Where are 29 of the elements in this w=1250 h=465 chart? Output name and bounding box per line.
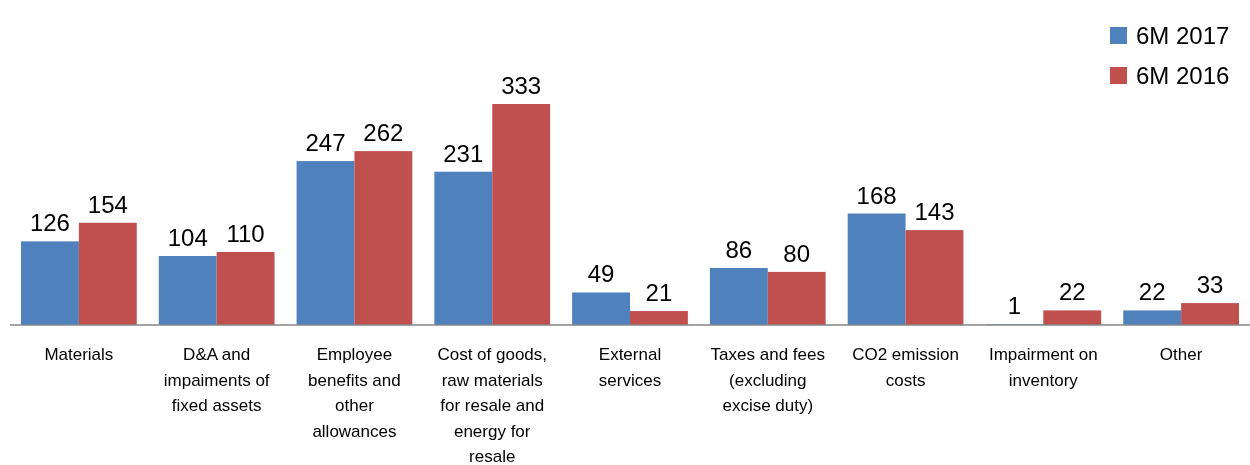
legend-label: 6M 2017 bbox=[1136, 22, 1230, 49]
data-label: 22 bbox=[1138, 278, 1166, 306]
x-tick-label: Taxes and fees (excluding excise duty) bbox=[710, 345, 825, 415]
data-label: 104 bbox=[167, 223, 208, 251]
data-label: 110 bbox=[226, 220, 265, 247]
data-label: 21 bbox=[645, 279, 673, 307]
x-tick-label: D&A and impaiments of fixed assets bbox=[163, 345, 270, 415]
x-tick-label: CO2 emission costs bbox=[852, 345, 959, 390]
data-label: 168 bbox=[856, 181, 897, 209]
x-tick-label: Other bbox=[1159, 345, 1203, 364]
x-tick-label: Employee benefits and other allowances bbox=[308, 345, 401, 441]
data-label: 49 bbox=[587, 260, 615, 288]
x-tick-label: Materials bbox=[44, 345, 114, 364]
legend-label: 6M 2016 bbox=[1136, 62, 1230, 89]
x-tick-label: Impairment on inventory bbox=[989, 345, 1098, 390]
data-label: 1 bbox=[1007, 292, 1022, 320]
data-label: 33 bbox=[1196, 271, 1224, 299]
data-label: 231 bbox=[443, 139, 484, 167]
data-label: 262 bbox=[363, 119, 404, 147]
data-label: 126 bbox=[29, 209, 70, 237]
data-label: 154 bbox=[87, 190, 128, 218]
data-label: 22 bbox=[1058, 278, 1086, 306]
x-tick-label: External services bbox=[598, 345, 662, 390]
data-label: 143 bbox=[914, 198, 955, 226]
x-tick-label: Cost of goods, raw materials for resale and energy for resale bbox=[437, 345, 548, 465]
data-label: 333 bbox=[501, 72, 542, 99]
data-label: 86 bbox=[725, 235, 753, 263]
data-label: 247 bbox=[305, 129, 346, 157]
data-label: 80 bbox=[783, 239, 811, 267]
